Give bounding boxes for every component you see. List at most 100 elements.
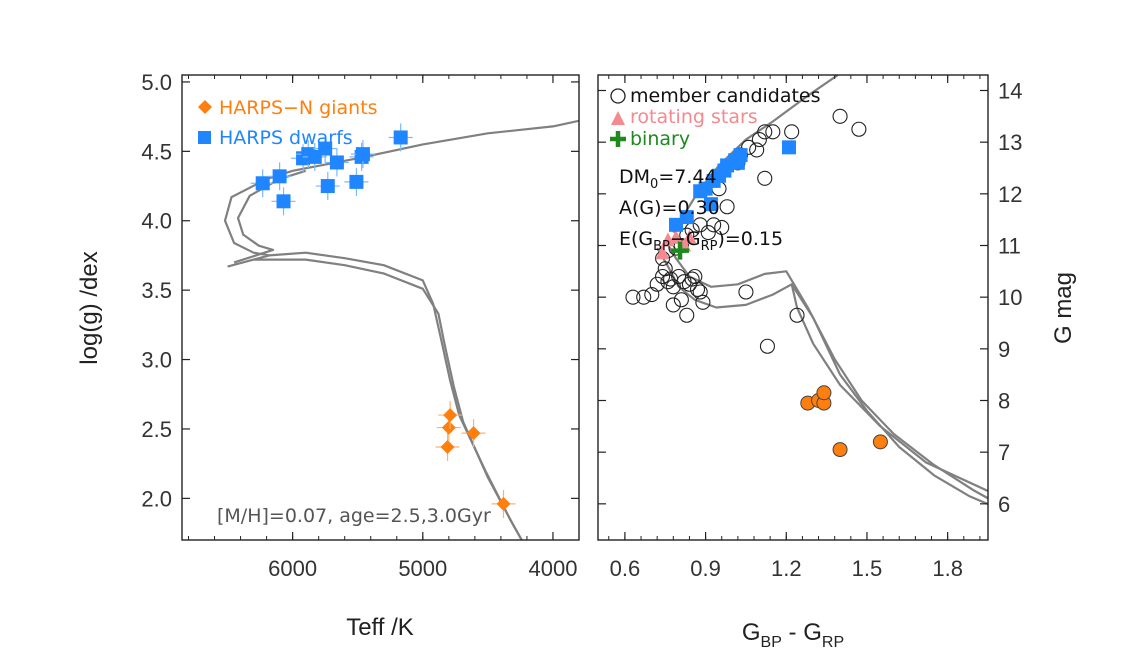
- member-candidate-point: [679, 307, 695, 323]
- extinction-annotation: A(G)=0.30: [619, 197, 720, 219]
- left-x-axis-label: Teff /K: [346, 614, 414, 641]
- right-y-tick-label: 12: [998, 182, 1022, 207]
- binary-point: [671, 241, 690, 260]
- member-candidate-point: [832, 108, 848, 124]
- right-y-tick-label: 11: [998, 234, 1021, 259]
- legend-dwarfs-label: HARPS dwarfs: [219, 127, 353, 149]
- right-plot-frame: [597, 74, 989, 541]
- member-candidate-point: [636, 289, 652, 305]
- giant-cmd-point: [832, 442, 848, 458]
- legend-member-label: member candidates: [630, 85, 821, 107]
- member-candidate-point: [738, 284, 754, 300]
- right-x-tick-label: 0.9: [690, 556, 721, 581]
- dwarf-point: [329, 155, 344, 170]
- left-x-tick-label: 4000: [528, 556, 577, 581]
- distance-modulus-annotation: DM0=7.44: [619, 166, 717, 192]
- member-candidate-point: [665, 279, 681, 295]
- dwarf-point: [349, 174, 364, 189]
- left-x-tick-label: 5000: [398, 556, 447, 581]
- member-candidate-point: [692, 284, 708, 300]
- legend-binary-marker: [610, 131, 626, 147]
- member-candidate-point: [684, 271, 700, 287]
- member-candidate-point: [719, 199, 735, 215]
- giant-point: [496, 496, 511, 511]
- dwarf-point: [320, 179, 335, 194]
- giant-point: [441, 420, 456, 435]
- right-y-tick-label: 13: [998, 130, 1022, 155]
- member-candidate-point: [751, 132, 767, 148]
- dwarf-point: [781, 140, 796, 155]
- member-candidate-point: [706, 217, 722, 233]
- dwarf-point: [276, 194, 291, 209]
- right-x-tick-label: 1.5: [852, 556, 883, 581]
- giant-cmd-point: [816, 385, 832, 401]
- reddening-annotation: E(GBP−GRP)=0.15: [619, 228, 783, 254]
- legend-binary-label: binary: [630, 128, 690, 150]
- member-candidate-point: [741, 139, 757, 155]
- member-candidate-point: [695, 294, 711, 310]
- left-plot-frame: [181, 74, 580, 541]
- member-candidate-point: [660, 274, 676, 290]
- left-y-tick-label: 2.5: [141, 417, 172, 442]
- legend-rotating-label: rotating stars: [630, 106, 758, 128]
- dwarf-point: [703, 197, 718, 212]
- rotating-star-point: [682, 229, 697, 244]
- right-axis-ticks: 0.6 0.9 1.2 1.5 1.8 6 7 8 9 10 11 12 13 14: [598, 75, 1022, 581]
- giant-point: [440, 440, 455, 454]
- legend-dwarf-marker: [198, 131, 211, 144]
- rotating-star-point: [655, 245, 670, 260]
- left-axis-ticks: 6000 5000 4000 2.0 2.5 3.0 3.5 4.0 4.5 5.0: [141, 70, 580, 581]
- left-y-tick-label: 3.0: [141, 348, 172, 373]
- member-candidate-point: [692, 217, 708, 233]
- left-y-tick-label: 2.0: [141, 486, 172, 511]
- giant-cmd-point: [872, 434, 888, 450]
- member-candidate-point: [851, 121, 867, 137]
- member-candidate-point: [665, 297, 681, 313]
- right-x-tick-label: 1.2: [771, 556, 802, 581]
- left-y-axis-label: log(g) /dex: [76, 251, 103, 364]
- left-y-tick-label: 3.5: [141, 278, 172, 303]
- left-y-tick-label: 4.0: [141, 209, 172, 234]
- left-panel: 6000 5000 4000 2.0 2.5 3.0 3.5 4.0 4.5 5.0 HARPS−…: [76, 70, 580, 641]
- member-candidate-point: [700, 225, 716, 241]
- member-candidate-point: [663, 271, 679, 287]
- member-candidate-point: [757, 124, 773, 140]
- left-isochrones: [223, 119, 579, 540]
- dwarf-point: [393, 130, 408, 145]
- right-panel: 0.6 0.9 1.2 1.5 1.8 6 7 8 9 10 11 12 13 14 member can…: [597, 74, 1077, 651]
- right-legend: member candidates rotating stars binary: [610, 85, 821, 150]
- legend-giants-label: HARPS−N giants: [219, 97, 378, 119]
- right-y-tick-label: 9: [998, 337, 1010, 362]
- right-y-tick-label: 6: [998, 492, 1010, 517]
- left-x-tick-label: 6000: [268, 556, 317, 581]
- right-y-axis-label: G mag: [1050, 272, 1077, 344]
- right-x-tick-label: 0.6: [610, 556, 641, 581]
- right-y-tick-label: 7: [998, 440, 1010, 465]
- member-candidate-point: [644, 287, 660, 303]
- right-y-tick-label: 14: [998, 79, 1022, 104]
- member-candidate-point: [784, 124, 800, 140]
- left-y-tick-label: 4.5: [141, 139, 172, 164]
- member-candidate-point: [789, 307, 805, 323]
- rotating-star-point: [669, 229, 683, 244]
- left-annotation: [M/H]=0.07, age=2.5,3.0Gyr: [217, 505, 491, 527]
- legend-rotating-marker: [611, 111, 625, 125]
- member-candidate-point: [714, 219, 730, 235]
- right-x-tick-label: 1.8: [932, 556, 963, 581]
- legend-member-marker: [610, 88, 626, 104]
- dwarf-point: [679, 210, 694, 225]
- giant-point: [443, 408, 458, 423]
- member-candidate-point: [673, 292, 689, 308]
- dwarf-point: [318, 141, 333, 156]
- left-y-tick-label: 5.0: [141, 70, 172, 95]
- dwarf-point: [255, 176, 270, 191]
- left-isochrone-curve: [223, 119, 579, 268]
- giant-point: [466, 426, 481, 441]
- legend-giant-marker: [198, 100, 212, 114]
- member-candidate-point: [625, 289, 641, 305]
- member-candidate-point: [655, 268, 671, 285]
- dwarf-point: [355, 147, 370, 162]
- member-candidate-point: [649, 276, 665, 292]
- right-y-tick-label: 8: [998, 389, 1010, 414]
